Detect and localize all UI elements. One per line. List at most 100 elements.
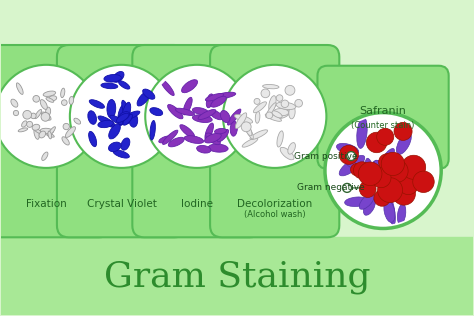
Circle shape	[266, 112, 273, 119]
Circle shape	[261, 89, 270, 98]
Ellipse shape	[205, 94, 224, 101]
Ellipse shape	[49, 96, 57, 101]
Circle shape	[31, 113, 36, 118]
Ellipse shape	[337, 143, 359, 155]
Ellipse shape	[381, 177, 392, 198]
Ellipse shape	[208, 144, 228, 152]
Ellipse shape	[61, 88, 65, 98]
FancyBboxPatch shape	[132, 45, 262, 237]
Ellipse shape	[39, 131, 46, 138]
Ellipse shape	[288, 143, 295, 154]
Circle shape	[254, 98, 260, 104]
Ellipse shape	[206, 94, 213, 108]
Ellipse shape	[215, 129, 227, 134]
Ellipse shape	[98, 116, 116, 127]
Ellipse shape	[110, 115, 123, 125]
Ellipse shape	[11, 99, 18, 107]
Ellipse shape	[250, 130, 268, 139]
Text: Gram Staining: Gram Staining	[104, 260, 370, 294]
Ellipse shape	[210, 110, 223, 120]
Ellipse shape	[122, 100, 130, 120]
Circle shape	[381, 152, 404, 176]
Circle shape	[366, 132, 387, 153]
Ellipse shape	[88, 111, 97, 124]
Ellipse shape	[109, 142, 121, 152]
Ellipse shape	[373, 161, 392, 178]
Ellipse shape	[384, 187, 409, 203]
Text: (Counter stain): (Counter stain)	[351, 121, 415, 130]
Ellipse shape	[123, 111, 140, 120]
Circle shape	[63, 123, 69, 130]
Ellipse shape	[98, 120, 113, 128]
Ellipse shape	[104, 75, 121, 82]
Ellipse shape	[276, 102, 296, 110]
Ellipse shape	[384, 200, 395, 222]
Ellipse shape	[396, 132, 411, 155]
Ellipse shape	[42, 152, 48, 161]
Text: Fixation: Fixation	[26, 198, 66, 209]
Circle shape	[27, 121, 33, 127]
Circle shape	[351, 163, 363, 176]
Ellipse shape	[289, 106, 295, 119]
Circle shape	[343, 184, 352, 192]
Text: Iodine: Iodine	[181, 198, 213, 209]
Ellipse shape	[48, 127, 55, 136]
Circle shape	[62, 100, 67, 106]
Ellipse shape	[150, 108, 163, 116]
Ellipse shape	[175, 108, 194, 115]
Circle shape	[325, 112, 441, 228]
Ellipse shape	[365, 158, 374, 183]
Ellipse shape	[387, 195, 395, 225]
Ellipse shape	[269, 96, 276, 112]
Text: Gram negative: Gram negative	[298, 183, 365, 192]
Ellipse shape	[211, 96, 226, 107]
Ellipse shape	[392, 163, 412, 179]
Ellipse shape	[387, 173, 408, 192]
Ellipse shape	[43, 91, 55, 96]
Circle shape	[281, 100, 289, 107]
Ellipse shape	[266, 103, 276, 118]
FancyBboxPatch shape	[57, 45, 186, 237]
Ellipse shape	[182, 80, 198, 93]
Circle shape	[394, 122, 412, 140]
Text: (Alcohol wash): (Alcohol wash)	[244, 210, 306, 219]
Ellipse shape	[113, 150, 129, 158]
Circle shape	[359, 181, 376, 198]
Ellipse shape	[117, 113, 129, 122]
Ellipse shape	[345, 197, 369, 206]
Circle shape	[399, 175, 419, 195]
Ellipse shape	[118, 112, 129, 120]
Ellipse shape	[118, 81, 130, 89]
Text: Crystal Violet: Crystal Violet	[87, 198, 156, 209]
Circle shape	[33, 95, 40, 102]
Ellipse shape	[273, 109, 289, 116]
Ellipse shape	[220, 111, 230, 123]
Circle shape	[354, 162, 371, 179]
Circle shape	[145, 65, 249, 168]
FancyBboxPatch shape	[318, 66, 449, 169]
Ellipse shape	[280, 147, 294, 160]
Ellipse shape	[34, 127, 39, 139]
Ellipse shape	[115, 118, 129, 124]
Ellipse shape	[46, 107, 51, 116]
Ellipse shape	[379, 149, 394, 169]
Circle shape	[379, 154, 396, 171]
Circle shape	[70, 65, 173, 168]
Text: Gram positive: Gram positive	[294, 152, 357, 161]
Ellipse shape	[143, 89, 155, 99]
Ellipse shape	[101, 83, 118, 89]
Ellipse shape	[371, 134, 392, 143]
Ellipse shape	[183, 97, 192, 115]
Ellipse shape	[243, 121, 252, 136]
Ellipse shape	[359, 193, 374, 209]
Ellipse shape	[242, 138, 258, 147]
Ellipse shape	[107, 100, 116, 118]
Ellipse shape	[272, 111, 282, 118]
Ellipse shape	[32, 124, 40, 130]
Circle shape	[285, 85, 295, 95]
Ellipse shape	[46, 98, 54, 102]
Circle shape	[13, 110, 18, 116]
Circle shape	[295, 100, 302, 107]
Text: Decolorization: Decolorization	[237, 198, 312, 209]
Ellipse shape	[180, 125, 195, 138]
